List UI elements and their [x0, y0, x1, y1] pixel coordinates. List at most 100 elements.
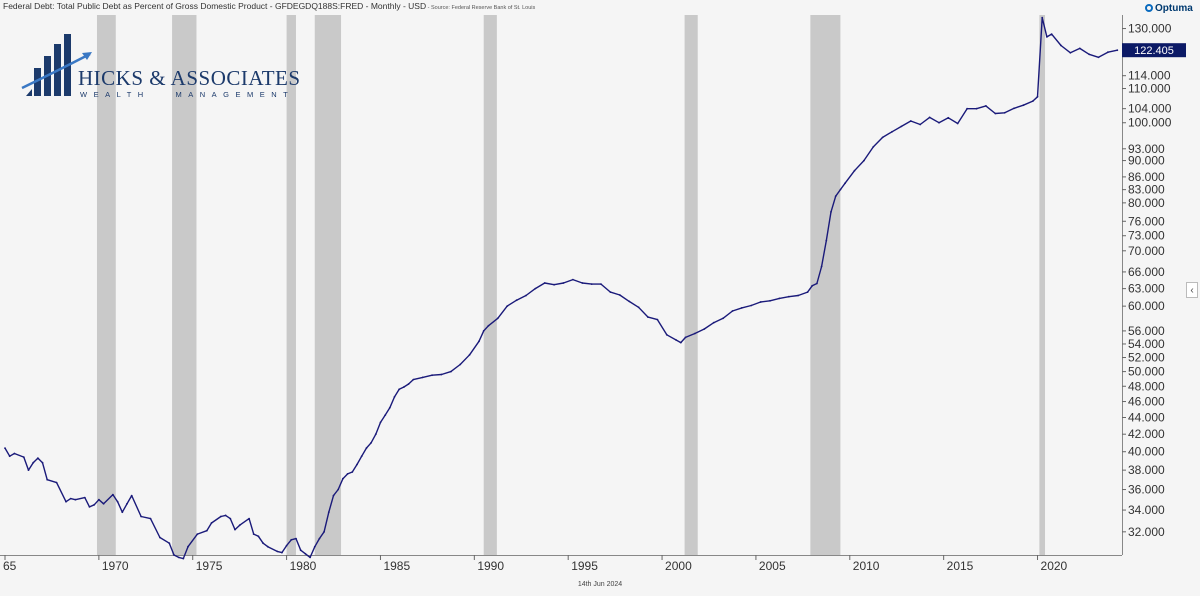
- data-point-0-21: [126, 502, 128, 505]
- y-tick-label-0: 130.000: [1128, 22, 1172, 36]
- data-point-0-124: [839, 188, 842, 191]
- data-point-0-10: [65, 500, 67, 503]
- data-point-0-153: [1088, 53, 1090, 56]
- y-tick-label-20: 48.000: [1128, 379, 1165, 393]
- data-point-0-31: [196, 533, 199, 535]
- data-point-0-26: [168, 542, 171, 545]
- data-point-0-147: [1041, 16, 1044, 19]
- data-point-0-152: [1078, 47, 1081, 50]
- data-point-0-19: [116, 500, 119, 503]
- data-point-0-70: [398, 388, 401, 391]
- data-point-0-35: [224, 514, 227, 517]
- data-point-0-122: [830, 211, 832, 213]
- y-tick-label-5: 93.000: [1128, 142, 1165, 156]
- y-tick-label-9: 80.000: [1128, 196, 1165, 210]
- data-point-0-116: [797, 294, 800, 297]
- data-point-0-40: [252, 533, 255, 535]
- data-point-0-137: [956, 122, 959, 125]
- chart-source: - Source: Federal Reserve Bank of St. Lo…: [426, 5, 536, 11]
- y-tick-label-19: 50.000: [1128, 365, 1165, 379]
- data-point-0-6: [37, 457, 39, 459]
- data-point-0-3: [22, 456, 25, 458]
- data-point-0-36: [229, 517, 232, 520]
- data-point-0-55: [327, 511, 330, 514]
- data-point-0-111: [750, 304, 753, 307]
- recession-bands: [96, 15, 1046, 555]
- data-point-0-56: [332, 494, 335, 497]
- chart-canvas[interactable]: HICKS & ASSOCIATES WEALTH MANAGEMENT 130…: [0, 0, 1200, 580]
- y-tick-label-4: 100.000: [1128, 116, 1172, 130]
- data-point-0-95: [609, 291, 612, 293]
- x-tick-label-2: 1975: [196, 559, 223, 573]
- y-tick-label-16: 56.000: [1128, 324, 1165, 338]
- data-point-0-53: [318, 537, 321, 540]
- data-point-0-25: [159, 536, 161, 539]
- x-tick-label-4: 1985: [383, 559, 410, 573]
- y-tick-label-13: 66.000: [1128, 265, 1165, 279]
- data-point-0-125: [844, 182, 846, 185]
- data-point-0-113: [769, 299, 771, 302]
- data-point-0-37: [234, 528, 236, 531]
- data-point-0-145: [1031, 100, 1034, 102]
- data-point-0-60: [351, 471, 354, 473]
- data-point-0-39: [248, 517, 251, 520]
- y-tick-label-25: 38.000: [1128, 463, 1165, 477]
- data-point-0-76: [440, 373, 443, 376]
- last-value-marker: 122.405: [1122, 43, 1186, 58]
- data-point-0-74: [421, 376, 424, 379]
- date-footer: 14th Jun 2024: [577, 581, 623, 588]
- data-point-0-73: [412, 378, 415, 381]
- chart-frame: [0, 15, 1123, 556]
- data-point-0-66: [379, 421, 382, 424]
- data-point-0-23: [140, 515, 143, 518]
- data-point-0-59: [346, 473, 349, 475]
- data-point-0-112: [759, 301, 762, 303]
- data-point-0-33: [210, 522, 213, 524]
- y-tick-label-2: 110.000: [1128, 82, 1171, 96]
- data-point-0-5: [32, 461, 35, 464]
- data-point-0-133: [919, 123, 922, 126]
- data-point-0-67: [384, 414, 387, 416]
- y-tick-label-18: 52.000: [1128, 351, 1165, 365]
- optuma-logo-icon: [1145, 4, 1153, 12]
- data-point-0-96: [618, 294, 621, 296]
- logo-arrow-head-icon: [82, 52, 92, 60]
- data-point-0-15: [93, 503, 96, 506]
- data-point-0-127: [863, 159, 865, 162]
- data-point-0-16: [98, 498, 100, 501]
- series-group: [4, 16, 1119, 560]
- data-point-0-20: [121, 511, 124, 514]
- data-point-0-138: [966, 107, 968, 110]
- data-point-0-155: [1107, 51, 1109, 54]
- x-tick-label-8: 2005: [759, 559, 786, 573]
- data-point-0-52: [313, 545, 316, 548]
- y-tick-label-6: 90.000: [1128, 154, 1165, 168]
- data-point-0-29: [182, 557, 185, 560]
- logo-bar-1: [26, 89, 32, 96]
- x-tick-label-1: 1970: [102, 559, 129, 573]
- data-point-0-1: [8, 455, 11, 458]
- y-tick-label-14: 63.000: [1128, 282, 1165, 296]
- data-point-0-77: [450, 370, 452, 373]
- y-tick-label-1: 114.000: [1128, 69, 1171, 83]
- y-tick-label-22: 44.000: [1128, 410, 1165, 424]
- logo-tagline: WEALTH MANAGEMENT: [80, 90, 294, 99]
- data-point-0-146: [1036, 95, 1039, 98]
- data-point-0-148: [1046, 36, 1048, 38]
- recession-band-0: [96, 15, 116, 555]
- data-point-0-119: [816, 282, 818, 285]
- data-point-0-109: [731, 310, 734, 312]
- data-point-0-17: [102, 502, 105, 505]
- data-point-0-75: [431, 374, 433, 377]
- data-point-0-107: [712, 321, 715, 324]
- chart-title-bar: Federal Debt: Total Public Debt as Perce…: [0, 0, 1143, 14]
- data-point-0-32: [205, 529, 208, 532]
- data-point-0-51: [309, 556, 311, 559]
- data-point-0-4: [27, 469, 30, 471]
- data-point-0-120: [820, 265, 823, 268]
- data-point-0-126: [853, 169, 856, 172]
- data-point-0-142: [1003, 111, 1006, 114]
- collapse-panel-handle[interactable]: ‹: [1186, 282, 1198, 298]
- data-point-0-118: [811, 284, 814, 287]
